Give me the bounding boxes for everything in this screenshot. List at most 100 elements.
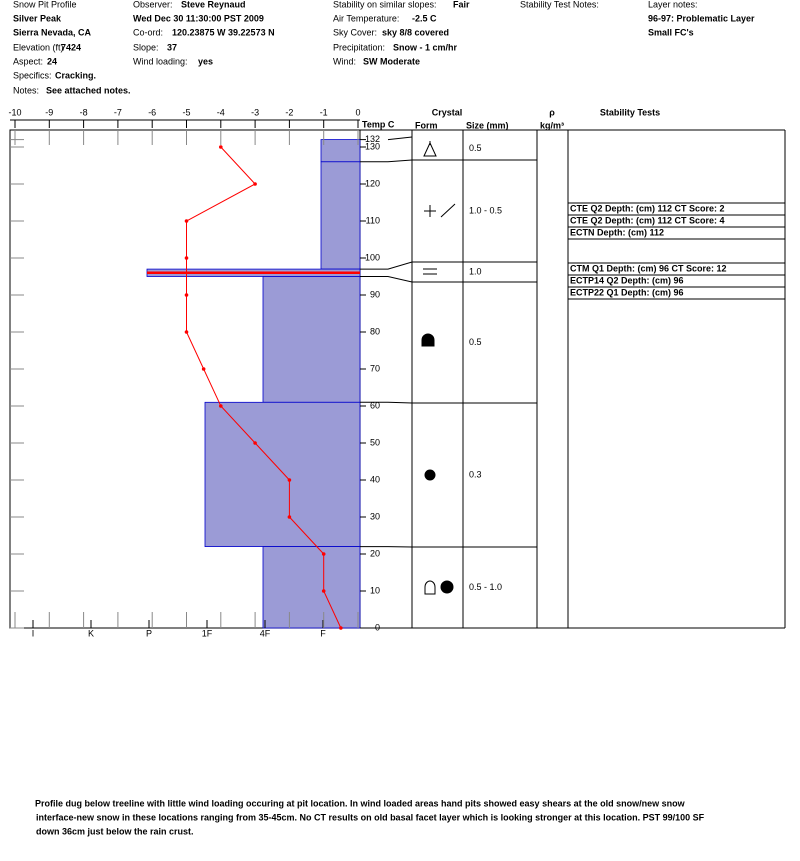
layer-connector bbox=[360, 261, 537, 270]
hardness-label: P bbox=[146, 628, 152, 638]
layer-connector bbox=[360, 159, 537, 163]
y-tick-label: 90 bbox=[370, 289, 380, 299]
value: Cracking. bbox=[55, 70, 96, 80]
y-tick-label: 50 bbox=[370, 437, 380, 447]
icon-depth-hoar bbox=[423, 141, 437, 157]
icon-rounded bbox=[440, 580, 454, 594]
y-tick-label: 132 bbox=[365, 134, 380, 144]
footer-note: Profile dug below treeline with little w… bbox=[35, 798, 686, 808]
y-tick-label: 0 bbox=[375, 622, 380, 632]
label: Elevation (ft) bbox=[13, 42, 64, 52]
stability-test: CTE Q2 Depth: (cm) 112 CT Score: 2 bbox=[570, 203, 725, 213]
temperature-point bbox=[339, 626, 343, 630]
temperature-point bbox=[253, 441, 257, 445]
region: Sierra Nevada, CA bbox=[13, 27, 92, 37]
value: See attached notes. bbox=[46, 85, 131, 95]
x-tick-label: -2 bbox=[285, 107, 293, 117]
value: 24 bbox=[47, 56, 57, 66]
label: Precipitation: bbox=[333, 42, 385, 52]
hardness-bar bbox=[262, 546, 361, 629]
icon-surface-hoar bbox=[423, 268, 437, 275]
layer-connector bbox=[360, 276, 537, 283]
footer-note: interface-new snow in these locations ra… bbox=[36, 812, 705, 822]
y-tick-label: 120 bbox=[365, 178, 380, 188]
label: Stability on similar slopes: bbox=[333, 0, 437, 9]
x-tick-label: -6 bbox=[148, 107, 156, 117]
plot: I K P 1F 4F F-10 -9 -8 -7 -6 -5 -4 -3 -2 -1 00102030405… bbox=[8, 107, 785, 638]
column-header: Stability Tests bbox=[600, 107, 660, 117]
grain-size: 0.5 bbox=[469, 143, 482, 153]
hardness-label: 4F bbox=[260, 628, 271, 638]
value: yes bbox=[198, 56, 213, 66]
layer-connector bbox=[360, 401, 537, 404]
hardness-bar bbox=[262, 276, 361, 403]
title: Snow Pit Profile bbox=[13, 0, 77, 9]
y-tick-label: 100 bbox=[365, 252, 380, 262]
stability-test: CTM Q1 Depth: (cm) 96 CT Score: 12 bbox=[570, 263, 727, 273]
icon-faceted bbox=[424, 580, 436, 595]
x-tick-label: -4 bbox=[217, 107, 225, 117]
value: Fair bbox=[453, 0, 470, 9]
y-tick-label: 40 bbox=[370, 474, 380, 484]
y-tick-label: 20 bbox=[370, 548, 380, 558]
layer-connector bbox=[387, 136, 413, 141]
hardness-bar bbox=[320, 161, 361, 270]
datetime: Wed Dec 30 11:30:00 PST 2009 bbox=[133, 13, 264, 23]
temperature-point bbox=[184, 219, 189, 223]
label: Slope: bbox=[133, 42, 159, 52]
stability-test: ECTP14 Q2 Depth: (cm) 96 bbox=[570, 275, 684, 285]
y-tick-label: 110 bbox=[366, 215, 380, 225]
y-tick-label: 70 bbox=[370, 363, 380, 373]
hardness-label: I bbox=[32, 628, 35, 638]
y-tick-label: 130 bbox=[365, 141, 380, 151]
grain-size: 1.0 bbox=[469, 266, 482, 276]
value: -2.5 C bbox=[412, 13, 437, 23]
value: Steve Reynaud bbox=[181, 0, 246, 9]
label: Wind: bbox=[333, 56, 356, 66]
grain-size: 1.0 - 0.5 bbox=[469, 205, 502, 215]
label: Aspect: bbox=[13, 56, 43, 66]
x-tick-label: -5 bbox=[182, 107, 190, 117]
label: Co-ord: bbox=[133, 27, 163, 37]
icon-rounded bbox=[421, 333, 435, 347]
label: Notes: bbox=[13, 85, 39, 95]
temperature-point bbox=[321, 589, 326, 593]
x-tick-label: -10 bbox=[8, 107, 21, 117]
temperature-point bbox=[321, 552, 326, 556]
column-headers: Temp C Crystal Form Size (mm) ρ kg/m³ St… bbox=[362, 107, 660, 130]
temperature-point bbox=[219, 145, 223, 149]
icon-new-snow bbox=[424, 203, 456, 218]
frame bbox=[9, 119, 786, 629]
crystal-icons bbox=[421, 141, 456, 595]
hardness-bar bbox=[204, 401, 361, 547]
temperature-point bbox=[287, 515, 292, 519]
value: Snow - 1 cm/hr bbox=[393, 42, 458, 52]
grain-size: 0.5 bbox=[469, 337, 482, 347]
label: Wind loading: bbox=[133, 56, 188, 66]
layer-note: Small FC's bbox=[648, 27, 694, 37]
x-tick-label: -9 bbox=[45, 107, 53, 117]
layer-note: 96-97: Problematic Layer bbox=[648, 13, 755, 23]
column-header: ρ bbox=[549, 107, 555, 117]
temp-label: Temp C bbox=[362, 119, 395, 129]
location: Silver Peak bbox=[13, 13, 62, 23]
grain-size: 0.3 bbox=[469, 469, 482, 479]
temperature-point bbox=[201, 367, 206, 371]
temperature-point bbox=[253, 182, 257, 186]
icon-rounded bbox=[424, 469, 436, 481]
footer-note: down 36cm just below the rain crust. bbox=[36, 826, 194, 836]
column-header: Form bbox=[415, 120, 438, 130]
temperature-point bbox=[184, 293, 189, 297]
grain-size: 0.5 - 1.0 bbox=[469, 582, 502, 592]
column-header: Size (mm) bbox=[466, 120, 509, 130]
stability-test: ECTP22 Q1 Depth: (cm) 96 bbox=[570, 287, 684, 297]
hardness-bar bbox=[320, 139, 361, 163]
label: Stability Test Notes: bbox=[520, 0, 599, 9]
footer: Profile dug below treeline with little w… bbox=[35, 798, 705, 836]
x-tick-label: 0 bbox=[355, 107, 360, 117]
temperature-point bbox=[184, 256, 189, 260]
column-header: kg/m³ bbox=[540, 120, 564, 130]
x-tick-label: -1 bbox=[320, 107, 328, 117]
stability-test: ECTN Depth: (cm) 112 bbox=[570, 227, 664, 237]
